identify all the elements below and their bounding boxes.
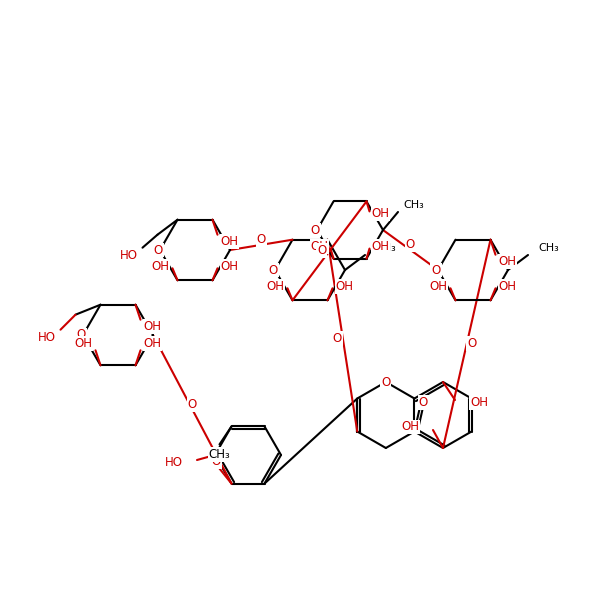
Text: O: O [431,263,440,277]
Text: OH: OH [221,260,239,273]
Text: O: O [333,332,342,345]
Text: O: O [188,398,197,411]
Text: CH₃: CH₃ [538,243,559,253]
Text: OH: OH [221,235,239,248]
Text: OH: OH [371,207,389,220]
Text: OH: OH [335,280,353,293]
Text: HO: HO [37,331,55,344]
Text: O: O [310,223,320,236]
Text: O: O [154,244,163,257]
Text: O: O [76,329,86,341]
Text: OH: OH [311,240,329,253]
Text: OH: OH [401,421,419,433]
Text: HO: HO [119,249,137,262]
Text: CH₃: CH₃ [375,243,396,253]
Text: CH₃: CH₃ [209,448,230,461]
Text: OH: OH [74,337,92,350]
Text: O: O [381,376,391,389]
Text: OH: OH [499,255,517,268]
Text: O: O [317,244,326,257]
Text: O: O [212,455,221,468]
Text: O: O [268,263,278,277]
Text: HO: HO [165,457,183,469]
Text: CH₃: CH₃ [403,200,424,210]
Text: OH: OH [371,240,389,253]
Text: O: O [406,238,415,251]
Text: OH: OH [430,280,448,293]
Text: OH: OH [266,280,284,293]
Text: OH: OH [151,260,170,273]
Text: OH: OH [143,320,161,333]
Text: OH: OH [499,280,517,293]
Text: O: O [419,396,428,409]
Text: O: O [467,337,476,350]
Text: O: O [257,233,266,247]
Text: OH: OH [143,337,161,350]
Text: OH: OH [470,397,488,409]
